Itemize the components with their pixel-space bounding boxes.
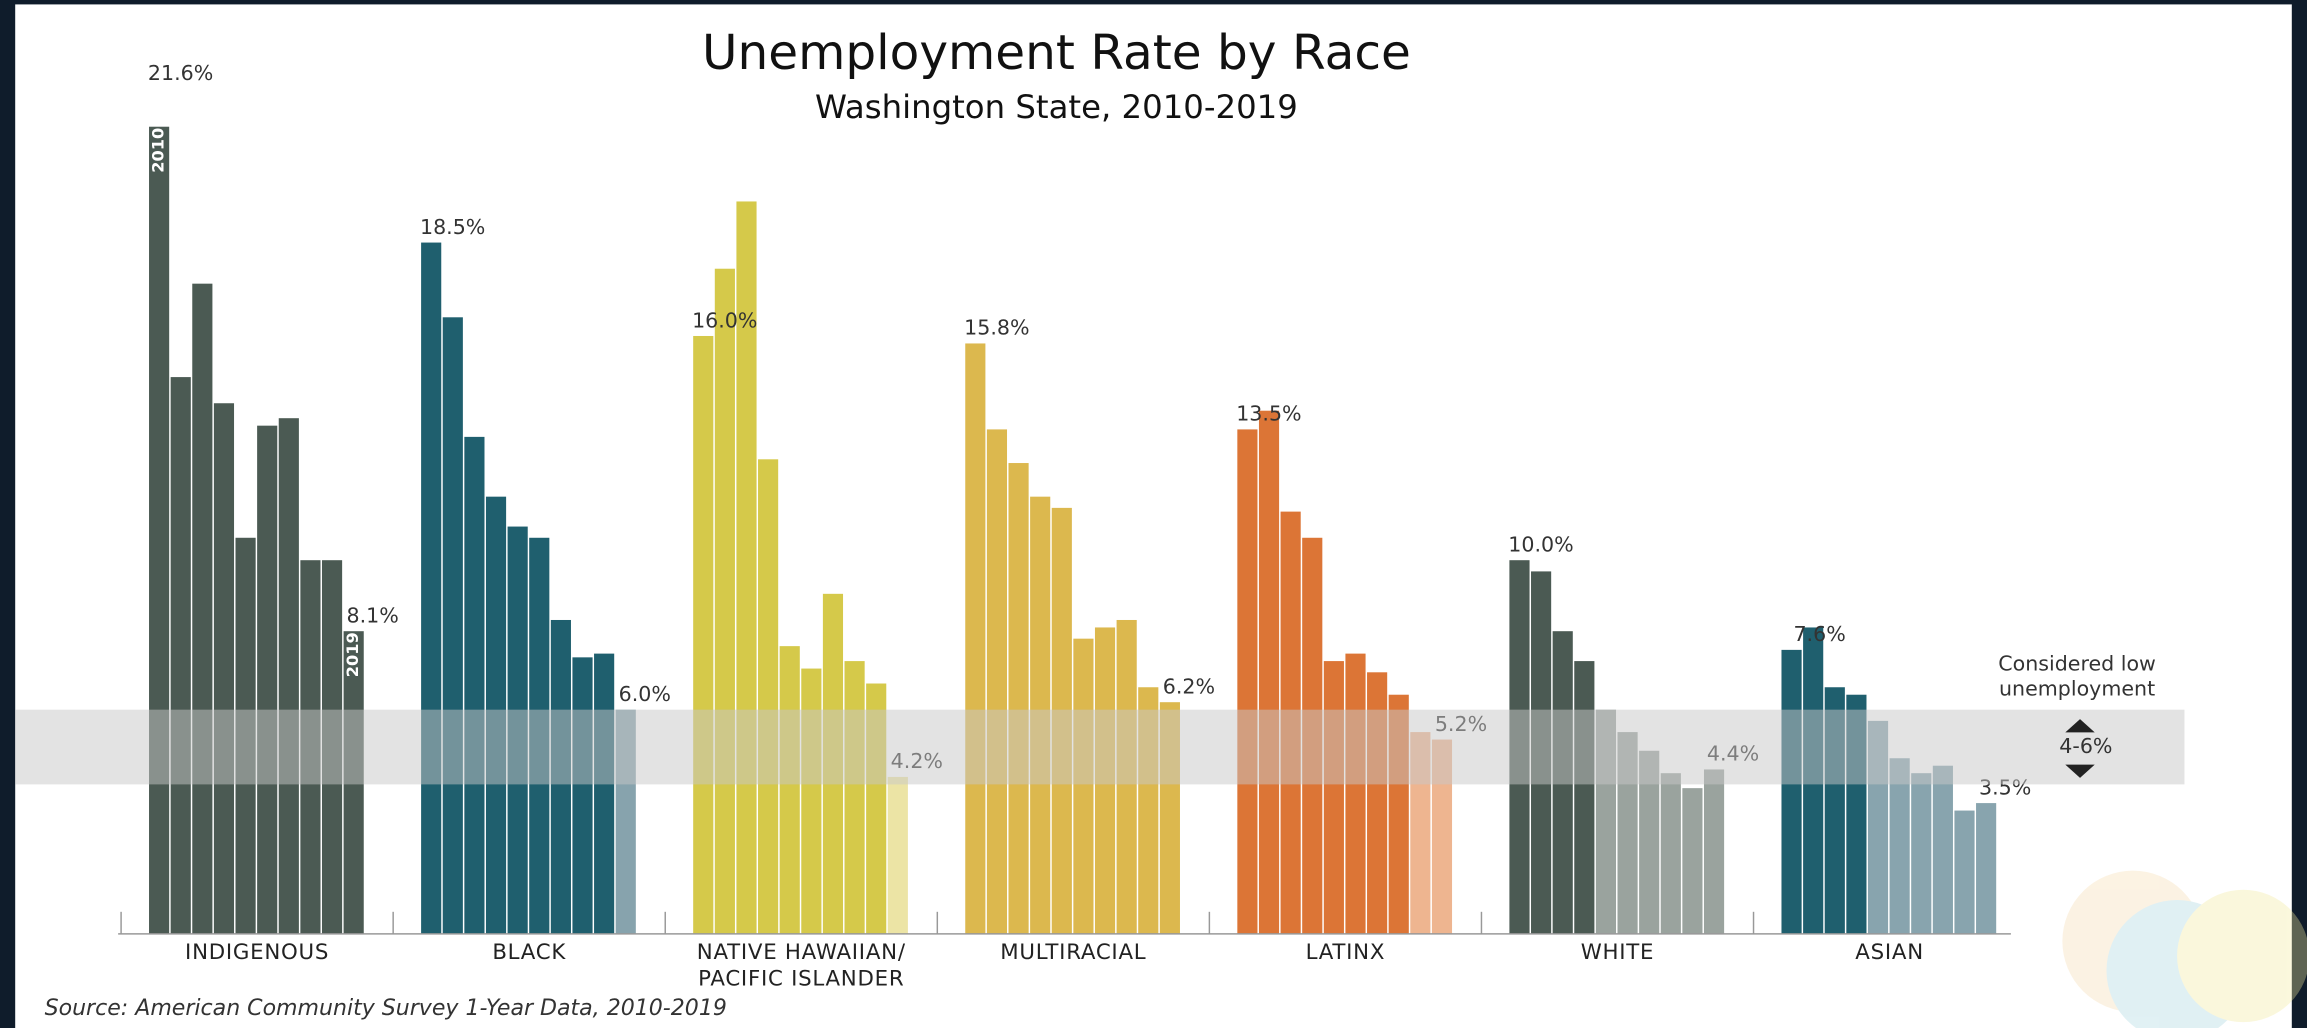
x-tick-label: INDIGENOUS <box>185 940 329 965</box>
bar <box>1911 773 1932 934</box>
x-tick-label: ASIAN <box>1855 940 1924 965</box>
bar <box>1008 463 1029 934</box>
value-label: 13.5% <box>1236 402 1301 426</box>
chart-subtitle: Washington State, 2010-2019 <box>815 88 1298 126</box>
bar <box>1258 410 1280 934</box>
value-label: 15.8% <box>964 316 1029 340</box>
bar <box>1574 661 1595 934</box>
bar <box>844 661 865 934</box>
band-arrow-up <box>2065 719 2095 733</box>
bar <box>1237 429 1258 934</box>
bar <box>442 317 463 934</box>
bar <box>1703 769 1725 934</box>
bar <box>965 343 986 934</box>
bar <box>801 668 822 934</box>
bar <box>1431 739 1453 934</box>
bar <box>278 418 299 934</box>
value-label: 18.5% <box>420 215 485 239</box>
bar <box>1932 765 1953 934</box>
value-label: 10.0% <box>1508 532 1573 556</box>
bar <box>149 126 170 934</box>
bar <box>1660 773 1681 934</box>
value-label: 21.6% <box>148 61 213 85</box>
x-tick-label: LATINX <box>1306 940 1386 965</box>
bar <box>594 653 615 934</box>
bar <box>714 268 735 934</box>
bar <box>1889 758 1910 934</box>
value-label: 6.2% <box>1163 674 1215 698</box>
x-tick-label: NATIVE HAWAIIAN/PACIFIC ISLANDER <box>697 940 906 991</box>
chart-title: Unemployment Rate by Race <box>702 25 1411 81</box>
bar <box>1954 810 1975 934</box>
band-range-label: 4-6% <box>2059 734 2112 758</box>
bar <box>1781 649 1802 934</box>
band-arrow-down <box>2065 764 2095 778</box>
bar <box>213 403 235 934</box>
x-tick-label: BLACK <box>492 940 566 965</box>
bar <box>192 283 213 934</box>
decor-silhouettes <box>2062 870 2307 1028</box>
bar <box>1976 803 1997 934</box>
bar <box>1345 653 1366 934</box>
bar <box>887 776 908 934</box>
bar <box>693 335 714 934</box>
bar <box>758 459 779 934</box>
band-label: Considered low unemployment <box>1998 652 2156 701</box>
bar <box>421 242 442 934</box>
bar <box>572 657 593 934</box>
value-label: 16.0% <box>692 308 757 332</box>
bar <box>1073 638 1094 934</box>
bar <box>986 429 1008 934</box>
low-unemployment-band <box>15 709 2185 785</box>
bar <box>1639 750 1660 934</box>
value-label: 6.0% <box>619 682 671 706</box>
year-label: 2010 <box>149 128 168 173</box>
x-tick-label: WHITE <box>1581 940 1655 965</box>
bar <box>170 377 191 934</box>
x-tick-label: MULTIRACIAL <box>1000 940 1146 965</box>
value-label: 8.1% <box>347 603 399 627</box>
bar <box>1682 788 1703 934</box>
bar <box>779 646 800 934</box>
bar <box>1323 661 1344 934</box>
source-note: Source: American Community Survey 1-Year… <box>45 996 727 1021</box>
bar <box>464 436 485 934</box>
value-label: 7.6% <box>1793 622 1845 646</box>
year-label: 2019 <box>343 632 362 677</box>
bar <box>257 425 278 934</box>
